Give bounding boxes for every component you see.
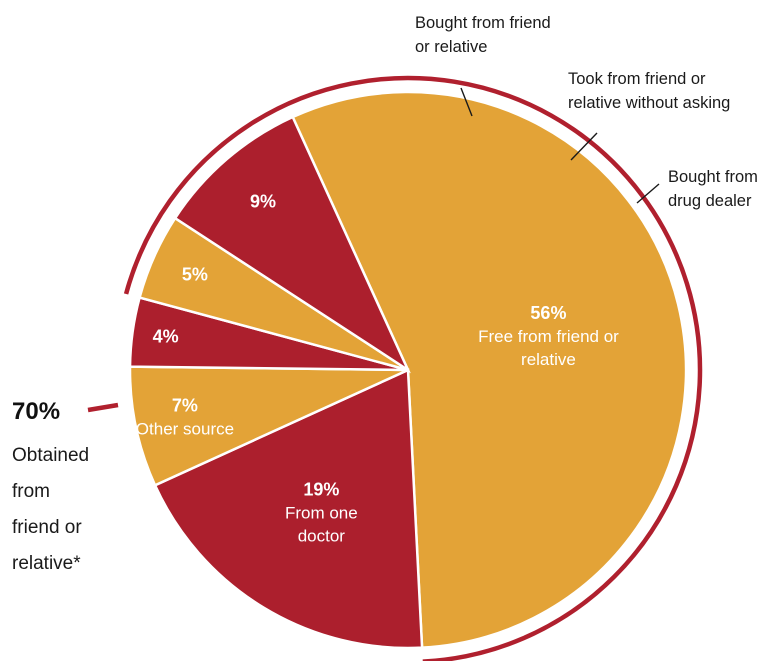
slice-category-label: Other source — [136, 420, 234, 439]
group-bracket — [123, 75, 703, 661]
slice-free-from-friend-or-relative — [291, 90, 688, 649]
leader-line — [570, 132, 598, 161]
slice-category-label: Bought from friend — [415, 14, 551, 32]
leader-line — [636, 183, 660, 204]
slice-percent-label: 19% — [303, 480, 339, 500]
slice-bought-from-friend-or-relative — [173, 115, 411, 374]
slice-category-label: relative without asking — [568, 94, 730, 112]
inside-labels: 56% Free from friend or relative 19% From on… — [136, 191, 619, 545]
group-annotation-percent: 70% — [12, 398, 60, 425]
leader-lines — [460, 87, 660, 204]
slice-percent-label: 4% — [153, 326, 179, 346]
slice-category-label: relative — [521, 350, 576, 369]
slice-percent-label: 9% — [250, 191, 276, 211]
slice-category-label: Free from friend or — [478, 327, 619, 346]
slice-percent-label: 7% — [172, 396, 198, 416]
group-annotation: 70% Obtained from friend or relative* — [12, 398, 119, 574]
slice-category-label: Took from friend or — [568, 70, 706, 88]
group-annotation-label-line: from — [12, 481, 50, 502]
leader-line — [460, 87, 473, 117]
slice-category-label: or relative — [415, 38, 487, 56]
outside-labels: Bought from drug dealer Took from friend o… — [415, 14, 758, 210]
group-annotation-label-line: Obtained — [12, 445, 89, 466]
slice-category-label: From one — [285, 504, 358, 523]
group-annotation-pointer — [87, 402, 119, 413]
group-annotation-label-line: relative* — [12, 553, 81, 574]
slice-category-label: drug dealer — [668, 192, 752, 210]
group-annotation-label-line: friend or — [12, 517, 82, 538]
slice-other-source — [128, 365, 409, 487]
group-bracket-arc — [123, 75, 703, 661]
slice-category-label: Bought from — [668, 168, 758, 186]
slice-percent-label: 5% — [182, 265, 208, 285]
slice-percent-label: 56% — [530, 303, 566, 323]
slice-from-one-doctor — [153, 368, 424, 650]
pie-slices — [128, 90, 688, 650]
slice-category-label: doctor — [298, 527, 346, 546]
